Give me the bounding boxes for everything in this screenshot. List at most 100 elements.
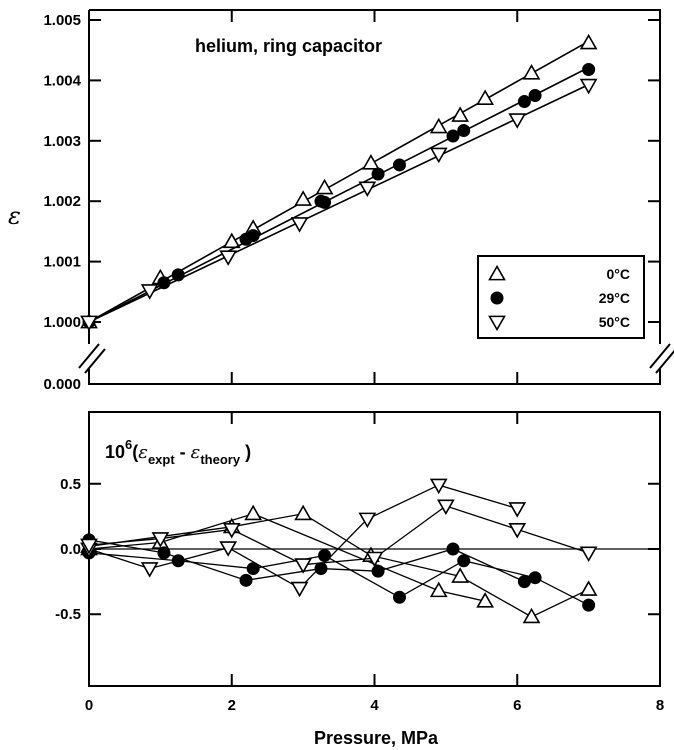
top-data-point — [476, 89, 495, 105]
residual-data-point — [151, 532, 170, 548]
residual-series-triangle-down — [80, 499, 598, 574]
residual-data-point — [446, 542, 460, 556]
x-tick-label: 2 — [228, 697, 236, 714]
top-data-point — [429, 117, 448, 134]
residual-data-point — [451, 567, 470, 583]
top-y-tick-label: 1.001 — [43, 254, 81, 271]
top-series-layer — [80, 33, 598, 332]
top-y-tick-label: 1.004 — [43, 72, 81, 89]
bottom-series-layer — [80, 478, 598, 624]
residual-data-point — [314, 562, 328, 576]
x-tick-label: 8 — [656, 697, 664, 714]
top-y-break-label: 0.000 — [43, 376, 81, 393]
top-series-fit-line — [88, 66, 589, 323]
bottom-axis-layer: -0.5 0.0 0.5 0 2 4 6 8 — [55, 411, 664, 714]
y-axis-break-mark — [78, 343, 106, 374]
bottom-chart-title: 106(εexpt - εtheory ) — [105, 437, 251, 467]
residual-data-point — [508, 523, 527, 539]
bottom-title-close-paren: ) — [240, 442, 251, 462]
top-data-point — [318, 195, 332, 209]
legend-box — [477, 255, 645, 339]
bottom-title-exponent: 6 — [125, 437, 132, 452]
x-tick-label: 4 — [370, 697, 379, 714]
bottom-title-prefix: 10 — [105, 442, 125, 462]
residual-data-point — [508, 502, 527, 518]
top-data-point — [522, 64, 541, 80]
x-tick-label: 0 — [85, 697, 93, 714]
residual-data-point — [371, 564, 385, 578]
bottom-title-epsilon-1: ε — [138, 442, 148, 463]
top-data-point — [451, 106, 470, 122]
residual-data-point — [244, 504, 263, 521]
residual-data-point — [429, 478, 448, 495]
legend-label: 50°C — [599, 314, 630, 330]
legend-marker — [488, 264, 506, 281]
top-chart-title: helium, ring capacitor — [195, 36, 382, 56]
top-data-point — [80, 315, 98, 332]
top-axis-layer: 1.000 1.001 1.002 1.003 1.004 1.005 0.000 — [43, 9, 674, 393]
bottom-title-epsilon-2: ε — [191, 442, 201, 463]
residual-series-line — [88, 552, 589, 606]
residual-data-point — [517, 575, 531, 589]
residual-data-point — [579, 546, 598, 563]
x-axis-title: Pressure, MPa — [314, 728, 439, 748]
residual-data-point — [522, 607, 541, 624]
top-data-point — [222, 232, 241, 249]
residual-series-circle-filled — [82, 533, 531, 589]
legend-label: 29°C — [599, 290, 630, 306]
top-series-triangle-down — [80, 78, 598, 332]
top-data-point — [246, 229, 260, 243]
top-y-tick-label: 1.002 — [43, 193, 81, 210]
top-y-axis-symbol: ε — [8, 202, 21, 230]
top-data-point — [457, 124, 471, 138]
residual-data-point — [476, 592, 495, 608]
top-data-point — [140, 284, 159, 300]
bottom-title-sub-theory: theory — [200, 452, 241, 467]
top-data-point — [508, 113, 527, 129]
y-axis-break-mark — [649, 343, 674, 374]
bottom-title-minus: - — [175, 442, 191, 462]
top-data-point — [371, 167, 385, 181]
residual-data-point — [140, 562, 159, 578]
residual-data-point — [157, 546, 171, 560]
top-series-fit-line — [88, 83, 589, 323]
top-data-point — [446, 129, 460, 143]
top-y-tick-label: 1.000 — [43, 314, 81, 331]
residual-data-point — [579, 580, 598, 596]
residual-data-point — [392, 590, 406, 604]
residual-data-point — [318, 549, 332, 563]
residual-series-line — [88, 505, 589, 566]
top-y-tick-label: 1.003 — [43, 133, 81, 150]
residual-data-point — [222, 523, 241, 539]
x-tick-label: 6 — [513, 697, 521, 714]
residual-data-point — [457, 554, 471, 568]
residual-data-point — [358, 512, 377, 529]
legend-marker — [488, 315, 506, 332]
top-data-point — [528, 89, 542, 102]
bottom-y-tick-label: 0.5 — [60, 476, 81, 493]
legend: 0°C 29°C 50°C — [477, 255, 645, 339]
legend-label: 0°C — [607, 266, 631, 282]
residual-data-point — [429, 581, 448, 598]
top-data-point — [582, 63, 596, 77]
residual-data-point — [436, 499, 455, 516]
top-data-point — [392, 158, 406, 172]
top-data-point — [315, 178, 334, 195]
residual-data-point — [290, 581, 309, 598]
top-y-tick-label: 1.005 — [43, 12, 81, 29]
top-data-point — [219, 250, 238, 266]
top-data-point — [579, 33, 598, 50]
top-data-point — [358, 181, 377, 198]
bottom-title-open-paren: ( — [132, 442, 138, 462]
residual-data-point — [239, 573, 253, 587]
residual-data-point — [219, 541, 238, 557]
bottom-y-tick-label: -0.5 — [55, 606, 81, 623]
top-data-point — [362, 154, 380, 170]
bottom-title-sub-expt: expt — [148, 452, 175, 467]
bottom-y-tick-label: 0.0 — [60, 541, 81, 558]
residual-data-point — [582, 598, 596, 612]
top-data-point — [290, 217, 309, 233]
bottom-panel: -0.50.00.50 2 4 6 8 106(εexpt - εtheory ) Pr… — [55, 411, 664, 748]
residual-data-point — [365, 551, 384, 568]
residual-data-point — [80, 538, 98, 555]
